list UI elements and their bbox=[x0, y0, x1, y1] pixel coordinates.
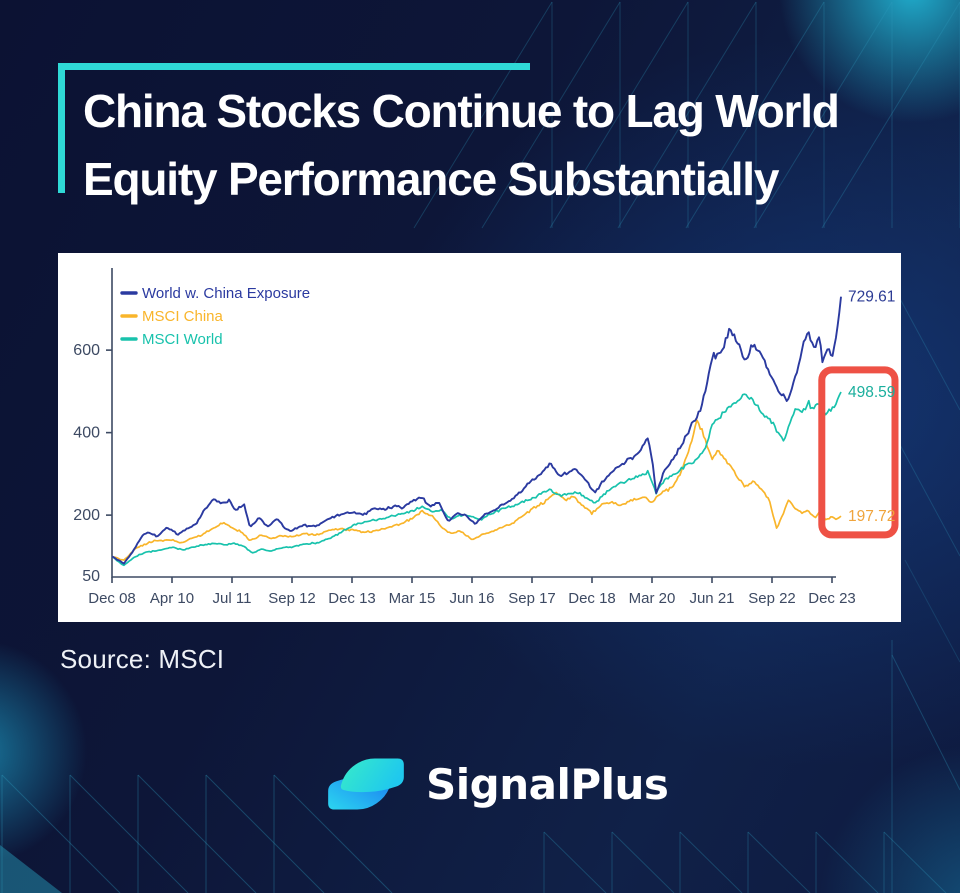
pattern-line bbox=[273, 774, 393, 893]
pattern-line bbox=[205, 774, 325, 893]
pattern-line bbox=[753, 1, 893, 229]
series-line-msci-world bbox=[111, 391, 842, 567]
y-tick-label: 600 bbox=[73, 342, 100, 359]
x-tick-label: Dec 23 bbox=[808, 590, 856, 607]
series-end-label: 729.61 bbox=[848, 289, 895, 306]
pattern-line bbox=[543, 831, 607, 893]
pattern-line bbox=[549, 1, 689, 229]
legend-label: MSCI World bbox=[142, 331, 223, 348]
title-accent-bar-top bbox=[58, 63, 530, 70]
pattern-line bbox=[747, 831, 811, 893]
x-tick-label: Mar 15 bbox=[389, 590, 436, 607]
y-axis-min-label: 50 bbox=[82, 568, 100, 585]
page-title-line1: China Stocks Continue to Lag World bbox=[83, 85, 840, 137]
y-tick-label: 400 bbox=[73, 425, 100, 442]
pattern-line bbox=[904, 559, 960, 663]
pattern-line bbox=[815, 831, 879, 893]
x-tick-label: Sep 22 bbox=[748, 590, 796, 607]
signalplus-logo-icon bbox=[328, 758, 404, 810]
source-label: Source: MSCI bbox=[60, 644, 225, 674]
x-tick-label: Dec 08 bbox=[88, 590, 136, 607]
pattern-line bbox=[69, 774, 189, 893]
series-end-label: 498.59 bbox=[848, 384, 895, 401]
pattern-line bbox=[685, 1, 825, 229]
highlight-box bbox=[818, 366, 899, 539]
pattern-line bbox=[891, 429, 960, 557]
brand-lockup: SignalPlus bbox=[322, 748, 669, 820]
y-tick-label: 200 bbox=[73, 507, 100, 524]
pattern-line bbox=[679, 831, 743, 893]
pattern-line bbox=[821, 1, 960, 229]
legend-label: World w. China Exposure bbox=[142, 285, 310, 302]
x-tick-label: Jun 16 bbox=[449, 590, 494, 607]
x-tick-label: Mar 20 bbox=[629, 590, 676, 607]
pattern-line bbox=[617, 1, 757, 229]
pattern-corner-triangle bbox=[0, 845, 62, 893]
x-tick-label: Sep 17 bbox=[508, 590, 556, 607]
series-line-msci-china bbox=[111, 419, 842, 561]
chart-panel: Dec 08 Apr 10 Jul 11 Sep 12 Dec 13 Mar 15 Jun … bbox=[58, 253, 901, 622]
title-accent-bar-left bbox=[58, 63, 65, 193]
x-tick-label: Sep 12 bbox=[268, 590, 316, 607]
x-tick-label: Apr 10 bbox=[150, 590, 194, 607]
series-line-world-w-china-exposure bbox=[111, 296, 842, 565]
x-tick-label: Dec 13 bbox=[328, 590, 376, 607]
pattern-line bbox=[481, 1, 621, 229]
pattern-line bbox=[137, 774, 257, 893]
pattern-line bbox=[883, 831, 947, 893]
page-title-line2: Equity Performance Substantially bbox=[83, 153, 779, 205]
pattern-line bbox=[891, 654, 960, 791]
legend-label: MSCI China bbox=[142, 308, 224, 325]
line-chart: Dec 08 Apr 10 Jul 11 Sep 12 Dec 13 Mar 15 Jun … bbox=[73, 268, 899, 607]
series-end-label: 197.72 bbox=[848, 508, 895, 525]
x-tick-label: Jul 11 bbox=[213, 590, 252, 607]
pattern-line bbox=[611, 831, 675, 893]
pattern-line bbox=[897, 294, 960, 411]
x-tick-label: Dec 18 bbox=[568, 590, 616, 607]
brand-name: SignalPlus bbox=[426, 759, 669, 809]
pattern-line bbox=[1, 774, 121, 893]
x-tick-label: Jun 21 bbox=[689, 590, 734, 607]
pattern-line bbox=[413, 1, 553, 229]
